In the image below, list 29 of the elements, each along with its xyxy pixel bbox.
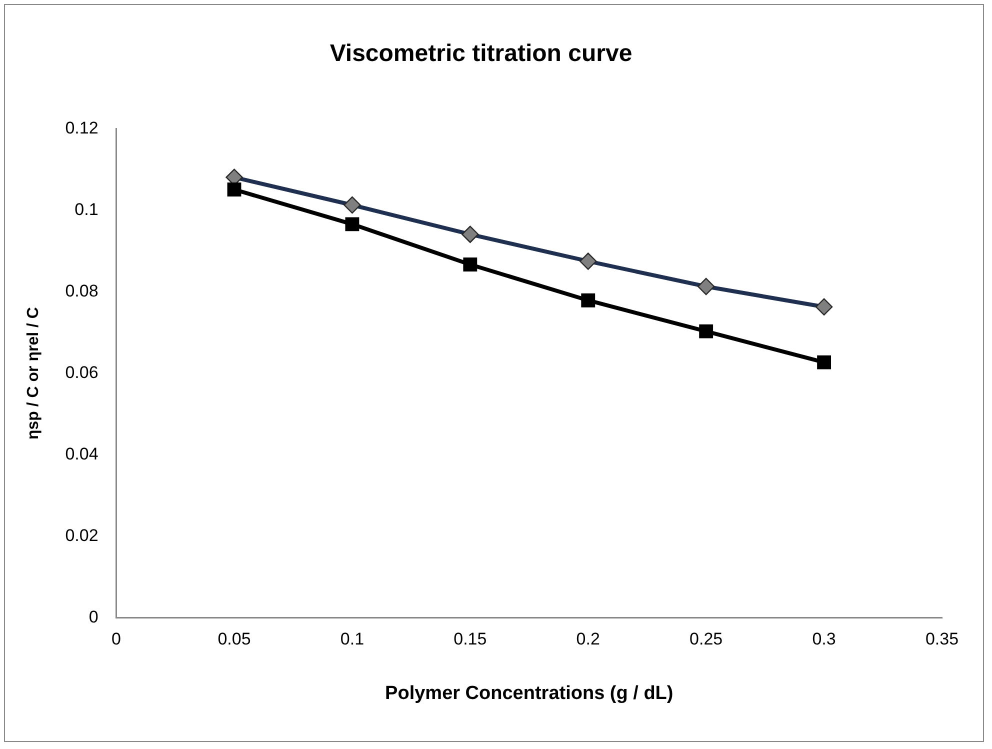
point xyxy=(345,217,360,232)
x-tick-label: 0 xyxy=(112,630,122,649)
point xyxy=(817,355,832,370)
point xyxy=(580,252,597,270)
point xyxy=(699,324,714,338)
x-tick-label: 0.15 xyxy=(454,630,487,649)
point xyxy=(815,298,833,316)
x-tick-label: 0.05 xyxy=(218,630,251,649)
x-tick-label: 0.1 xyxy=(340,630,364,649)
x-tick-label: 0.3 xyxy=(812,630,836,649)
y-tick-label: 0.02 xyxy=(65,526,98,545)
x-tick-label: 0.25 xyxy=(690,630,723,649)
y-tick-label: 0.08 xyxy=(65,281,98,300)
chart-title: Viscometric titration curve xyxy=(330,40,632,68)
point xyxy=(581,293,596,308)
point xyxy=(227,182,242,196)
x-axis-title: Polymer Concentrations (g / dL) xyxy=(385,682,674,704)
y-tick-label: 0.04 xyxy=(65,444,98,464)
point xyxy=(463,258,478,272)
y-axis-title: ηsp / C or ηrel / C xyxy=(25,306,42,440)
y-tick-label: 0.12 xyxy=(65,118,98,138)
y-tick-label: 0.06 xyxy=(65,362,98,382)
point xyxy=(697,278,715,296)
y-tick-label: 0.1 xyxy=(74,200,98,219)
x-tick-label: 0.35 xyxy=(925,630,959,649)
x-tick-label: 0.2 xyxy=(576,630,600,649)
point xyxy=(344,196,361,214)
point xyxy=(462,226,479,243)
y-tick-label: 0 xyxy=(88,607,98,626)
